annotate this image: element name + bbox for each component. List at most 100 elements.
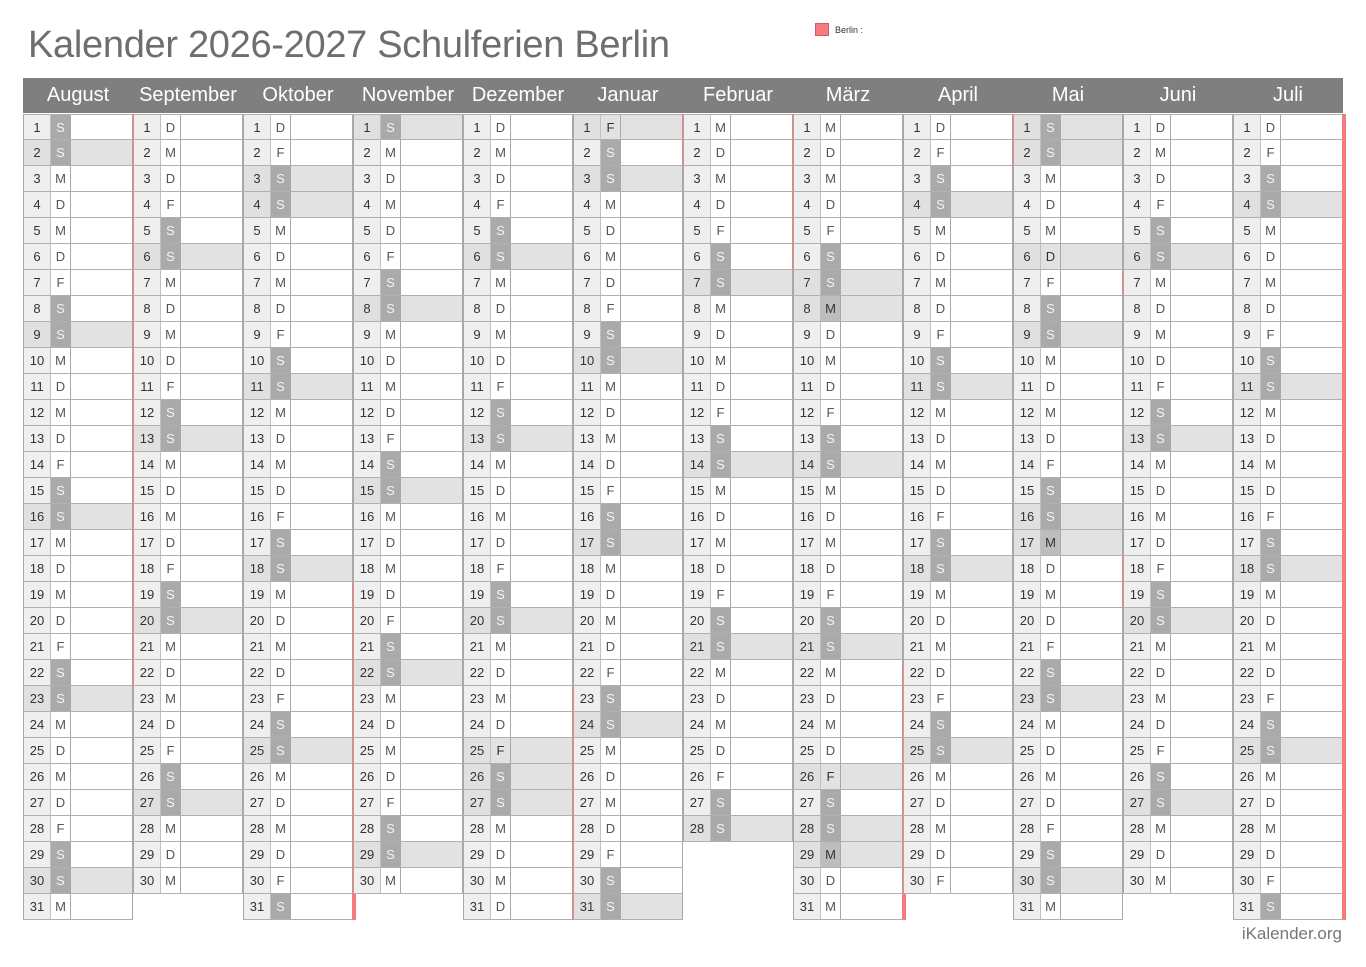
day-row[interactable]: 10 S	[243, 348, 353, 374]
day-note-cell[interactable]	[951, 348, 1013, 373]
day-note-cell[interactable]	[731, 504, 793, 529]
day-row[interactable]: 25 F	[133, 738, 243, 764]
day-note-cell[interactable]	[1061, 296, 1123, 321]
day-row[interactable]: 29 S	[353, 842, 463, 868]
day-note-cell[interactable]	[1281, 686, 1343, 711]
day-note-cell[interactable]	[731, 244, 793, 269]
day-note-cell[interactable]	[1061, 738, 1123, 763]
day-note-cell[interactable]	[511, 400, 573, 425]
day-row[interactable]: 10 S	[573, 348, 683, 374]
day-row[interactable]: 17 D	[133, 530, 243, 556]
day-row[interactable]: 29 D	[1233, 842, 1343, 868]
day-note-cell[interactable]	[841, 426, 903, 451]
day-row[interactable]: 23 D	[683, 686, 793, 712]
day-row[interactable]: 23 S	[1013, 686, 1123, 712]
day-note-cell[interactable]	[181, 868, 243, 893]
day-note-cell[interactable]	[731, 166, 793, 191]
day-row[interactable]: 14 S	[353, 452, 463, 478]
day-note-cell[interactable]	[621, 296, 683, 321]
day-note-cell[interactable]	[621, 115, 683, 139]
day-note-cell[interactable]	[951, 115, 1013, 139]
day-note-cell[interactable]	[1171, 608, 1233, 633]
day-row[interactable]: 30 M	[133, 868, 243, 894]
day-row[interactable]: 30 F	[243, 868, 353, 894]
day-row[interactable]: 19 S	[133, 582, 243, 608]
day-note-cell[interactable]	[401, 686, 463, 711]
day-note-cell[interactable]	[181, 166, 243, 191]
day-note-cell[interactable]	[731, 816, 793, 841]
day-row[interactable]: 25 F	[463, 738, 573, 764]
day-note-cell[interactable]	[621, 244, 683, 269]
day-note-cell[interactable]	[951, 270, 1013, 295]
day-note-cell[interactable]	[1061, 634, 1123, 659]
day-note-cell[interactable]	[401, 634, 463, 659]
day-note-cell[interactable]	[181, 244, 243, 269]
day-row[interactable]: 30 F	[903, 868, 1013, 894]
day-row[interactable]: 11 F	[463, 374, 573, 400]
day-row[interactable]: 30 M	[463, 868, 573, 894]
day-note-cell[interactable]	[1171, 166, 1233, 191]
day-row[interactable]: 14 S	[793, 452, 903, 478]
day-row[interactable]: 21 M	[243, 634, 353, 660]
day-note-cell[interactable]	[1281, 868, 1343, 893]
day-note-cell[interactable]	[1061, 166, 1123, 191]
day-row[interactable]: 27 S	[133, 790, 243, 816]
day-note-cell[interactable]	[951, 426, 1013, 451]
day-note-cell[interactable]	[181, 322, 243, 347]
day-row[interactable]: 12 D	[353, 400, 463, 426]
day-note-cell[interactable]	[1281, 556, 1343, 581]
day-row[interactable]: 24 M	[683, 712, 793, 738]
day-row[interactable]: 29 D	[243, 842, 353, 868]
day-note-cell[interactable]	[181, 712, 243, 737]
day-note-cell[interactable]	[1061, 868, 1123, 893]
day-note-cell[interactable]	[71, 816, 133, 841]
day-note-cell[interactable]	[1281, 530, 1343, 555]
day-note-cell[interactable]	[71, 270, 133, 295]
day-note-cell[interactable]	[951, 816, 1013, 841]
day-row[interactable]: 10 S	[1233, 348, 1343, 374]
day-row[interactable]: 25 D	[23, 738, 133, 764]
day-note-cell[interactable]	[511, 504, 573, 529]
day-note-cell[interactable]	[291, 816, 353, 841]
day-note-cell[interactable]	[511, 868, 573, 893]
day-note-cell[interactable]	[291, 166, 353, 191]
day-note-cell[interactable]	[951, 140, 1013, 165]
day-note-cell[interactable]	[951, 868, 1013, 893]
day-note-cell[interactable]	[401, 816, 463, 841]
day-row[interactable]: 16 S	[573, 504, 683, 530]
day-row[interactable]: 23 F	[243, 686, 353, 712]
day-note-cell[interactable]	[291, 400, 353, 425]
day-row[interactable]: 24 M	[23, 712, 133, 738]
day-note-cell[interactable]	[511, 452, 573, 477]
day-note-cell[interactable]	[511, 348, 573, 373]
day-row[interactable]: 23 S	[23, 686, 133, 712]
day-note-cell[interactable]	[951, 504, 1013, 529]
day-note-cell[interactable]	[621, 738, 683, 763]
day-row[interactable]: 27 F	[353, 790, 463, 816]
day-note-cell[interactable]	[1061, 816, 1123, 841]
day-note-cell[interactable]	[291, 530, 353, 555]
day-note-cell[interactable]	[1171, 270, 1233, 295]
day-note-cell[interactable]	[291, 790, 353, 815]
day-note-cell[interactable]	[841, 894, 903, 919]
day-row[interactable]: 13 S	[793, 426, 903, 452]
day-row[interactable]: 25 S	[903, 738, 1013, 764]
day-note-cell[interactable]	[401, 478, 463, 503]
day-note-cell[interactable]	[1171, 556, 1233, 581]
day-row[interactable]: 15 D	[463, 478, 573, 504]
